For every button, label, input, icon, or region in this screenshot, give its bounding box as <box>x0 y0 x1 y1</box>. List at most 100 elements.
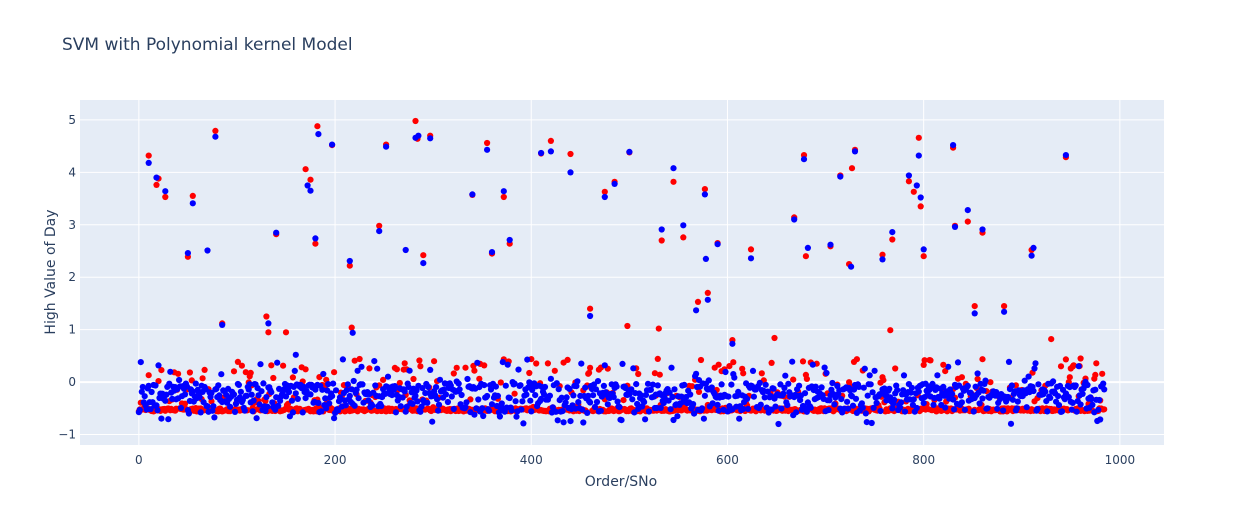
blue-data-point <box>649 381 657 388</box>
red-data-point <box>670 178 677 185</box>
blue-data-point <box>372 382 379 389</box>
blue-data-point <box>1092 386 1099 393</box>
red-data-point <box>790 376 797 383</box>
blue-data-point <box>294 395 301 402</box>
blue-data-point <box>528 408 535 415</box>
blue-data-point <box>634 400 641 408</box>
red-data-point <box>307 176 314 183</box>
red-data-point <box>497 379 504 386</box>
blue-data-point <box>1096 396 1103 404</box>
blue-data-point <box>950 142 957 149</box>
blue-data-point <box>257 361 264 368</box>
blue-data-point <box>641 399 648 406</box>
blue-data-point <box>494 392 501 399</box>
blue-data-point <box>622 384 629 392</box>
blue-data-point <box>942 404 949 411</box>
blue-data-point <box>519 398 526 405</box>
blue-data-point <box>715 407 722 414</box>
blue-data-point <box>282 393 290 400</box>
blue-data-point <box>532 392 539 399</box>
blue-data-point <box>940 383 947 390</box>
blue-data-point <box>350 377 357 385</box>
blue-data-point <box>260 380 267 387</box>
red-data-point <box>768 359 775 366</box>
red-data-point <box>199 375 206 382</box>
red-data-point <box>1048 336 1055 343</box>
blue-data-point <box>930 401 937 408</box>
blue-data-point <box>315 131 322 138</box>
blue-data-point <box>970 408 977 415</box>
blue-data-point <box>323 405 330 412</box>
blue-data-point <box>153 174 160 181</box>
blue-data-point <box>378 402 385 410</box>
blue-data-point <box>908 384 916 391</box>
blue-data-point <box>837 173 844 180</box>
red-data-point <box>162 193 169 201</box>
blue-data-point <box>800 156 808 163</box>
blue-data-point <box>582 384 589 391</box>
blue-data-point <box>897 404 904 411</box>
blue-data-point <box>253 415 260 422</box>
blue-data-point <box>141 393 148 400</box>
blue-data-point <box>747 255 755 262</box>
blue-data-point <box>137 359 144 366</box>
blue-data-point <box>506 394 513 402</box>
blue-data-point <box>886 385 893 392</box>
blue-data-point <box>243 392 250 399</box>
blue-data-point <box>618 417 625 424</box>
blue-data-point <box>855 383 863 390</box>
blue-data-point <box>964 207 971 214</box>
blue-data-point <box>700 415 708 422</box>
red-data-point <box>265 329 272 336</box>
red-data-point <box>601 188 608 195</box>
red-data-point <box>958 374 966 381</box>
blue-data-point <box>344 381 351 388</box>
red-data-point <box>656 371 663 378</box>
blue-data-point <box>250 397 257 404</box>
red-data-point <box>230 368 238 375</box>
red-data-point <box>526 369 533 377</box>
red-data-point <box>680 234 687 241</box>
blue-data-point <box>567 169 574 176</box>
y-tick-label: 2 <box>68 270 76 284</box>
blue-data-point <box>630 365 637 372</box>
blue-data-point <box>406 367 413 374</box>
blue-data-point <box>219 321 226 328</box>
blue-data-point <box>523 391 530 398</box>
blue-data-point <box>728 381 735 388</box>
blue-data-point <box>578 360 585 367</box>
blue-data-point <box>488 401 496 408</box>
red-data-point <box>704 289 711 296</box>
blue-data-point <box>936 395 943 402</box>
blue-data-point <box>762 381 769 388</box>
blue-data-point <box>332 387 340 394</box>
blue-data-point <box>1000 407 1007 414</box>
data-points <box>135 117 1108 428</box>
blue-data-point <box>413 387 420 394</box>
blue-data-point <box>177 404 185 411</box>
blue-data-point <box>492 383 499 390</box>
blue-data-point <box>167 368 174 375</box>
x-axis-ticks: 0 200 400 600 800 1000 <box>135 453 1135 467</box>
blue-data-point <box>502 382 509 389</box>
red-data-point <box>289 374 296 381</box>
red-data-point <box>726 363 733 370</box>
blue-data-point <box>289 409 296 416</box>
blue-data-point <box>775 420 782 428</box>
blue-data-point <box>256 401 263 408</box>
blue-data-point <box>979 395 986 402</box>
blue-data-point <box>388 392 396 399</box>
blue-data-point <box>273 394 280 401</box>
blue-data-point <box>658 226 665 233</box>
red-data-point <box>431 358 438 365</box>
blue-data-point <box>417 408 424 415</box>
x-tick-label: 1000 <box>1105 453 1136 467</box>
red-data-point <box>533 360 540 367</box>
blue-data-point <box>165 416 172 423</box>
blue-data-point <box>420 260 427 267</box>
blue-data-point <box>645 408 653 415</box>
blue-data-point <box>894 387 901 394</box>
blue-data-point <box>162 188 169 195</box>
red-data-point <box>453 364 460 371</box>
blue-data-point <box>285 388 293 396</box>
